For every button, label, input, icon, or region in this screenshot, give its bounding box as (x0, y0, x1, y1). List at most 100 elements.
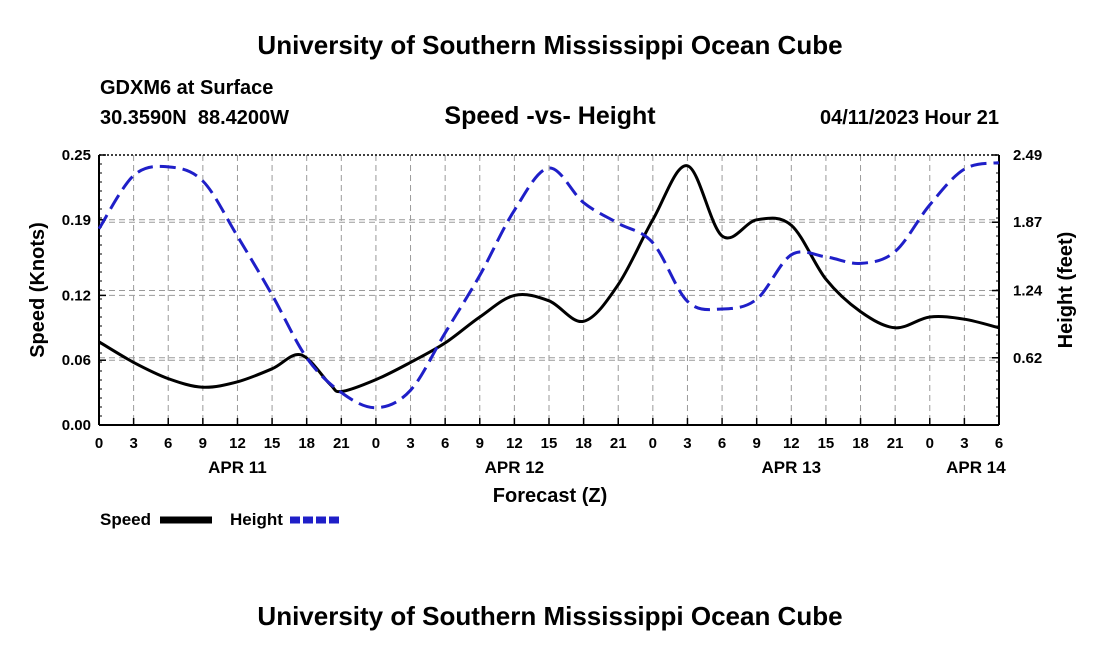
data-point-height (962, 167, 966, 171)
data-point-height (512, 208, 516, 212)
station-label: GDXM6 at Surface (100, 77, 273, 99)
x-date-label: APR 11 (208, 458, 267, 477)
data-point-speed (166, 377, 170, 381)
x-tick-label: 21 (887, 435, 904, 452)
plot-area: 0 3 6 9 12 15 18 21 0 3 6 9 12 15 18 21 0 3 6 9 12 15 18 21 0 3 6 A… (62, 147, 1043, 477)
x-tick-label: 18 (575, 435, 592, 452)
data-point-speed (686, 164, 690, 168)
data-point-height (132, 174, 136, 178)
data-point-speed (859, 310, 863, 314)
data-point-speed (547, 299, 551, 303)
series-line-height (97, 161, 1000, 410)
data-point-speed (997, 326, 1001, 330)
x-date-label: APR 12 (485, 458, 545, 477)
y-left-tick-label: 0.25 (62, 147, 91, 164)
y-right-tick-label: 1.24 (1013, 283, 1043, 300)
data-point-speed (478, 315, 482, 319)
coordinates-label: 30.3590N 88.4200W (100, 107, 289, 129)
x-tick-label: 12 (783, 435, 800, 452)
x-tick-label: 6 (718, 435, 726, 452)
data-point-speed (651, 218, 655, 222)
x-tick-label: 3 (960, 435, 968, 452)
y-right-tick-label: 0.62 (1013, 350, 1042, 367)
y-left-tick-label: 0.06 (62, 352, 91, 369)
data-point-speed (893, 326, 897, 330)
data-point-speed (962, 317, 966, 321)
data-point-height (270, 293, 274, 297)
data-point-speed (928, 315, 932, 319)
data-point-speed (132, 360, 136, 364)
data-point-speed (443, 341, 447, 345)
x-tick-label: 15 (818, 435, 835, 452)
data-point-height (720, 307, 724, 311)
data-point-speed (236, 380, 240, 384)
data-point-speed (270, 367, 274, 371)
data-point-speed (720, 234, 724, 238)
data-point-height (893, 250, 897, 254)
x-tick-label: 0 (649, 435, 657, 452)
x-date-label: APR 13 (762, 458, 822, 477)
x-tick-label: 21 (610, 435, 627, 452)
x-tick-label: 9 (476, 435, 484, 452)
y-axis-left-label: Speed (Knots) (27, 222, 49, 358)
data-point-height (582, 201, 586, 205)
datetime-label: 04/11/2023 Hour 21 (820, 107, 999, 129)
x-tick-label: 0 (926, 435, 934, 452)
data-point-speed (755, 218, 759, 222)
x-tick-label: 0 (372, 435, 380, 452)
data-point-height (928, 203, 932, 207)
data-point-height (547, 166, 551, 170)
x-tick-label: 12 (506, 435, 523, 452)
x-tick-label: 3 (683, 435, 691, 452)
data-point-height (997, 161, 1001, 165)
x-tick-label: 15 (264, 435, 281, 452)
data-point-speed (97, 340, 101, 344)
data-point-speed (512, 293, 516, 297)
data-point-height (201, 179, 205, 183)
x-tick-label: 0 (95, 435, 103, 452)
x-tick-label: 9 (199, 435, 207, 452)
y-left-tick-label: 0.00 (62, 417, 91, 434)
data-point-height (166, 165, 170, 169)
y-right-tick-label: 2.49 (1013, 147, 1042, 164)
legend-height-label: Height (230, 510, 283, 529)
y-axis-right-label: Height (feet) (1055, 232, 1077, 349)
x-axis-label: Forecast (Z) (493, 485, 607, 507)
data-point-height (236, 234, 240, 238)
data-point-speed (409, 360, 413, 364)
x-tick-label: 3 (406, 435, 414, 452)
data-point-height (374, 406, 378, 410)
data-point-height (651, 241, 655, 245)
data-point-height (478, 273, 482, 277)
data-point-height (339, 391, 343, 395)
x-tick-label: 15 (541, 435, 558, 452)
x-tick-label: 18 (852, 435, 869, 452)
x-tick-label: 21 (333, 435, 350, 452)
data-point-height (305, 356, 309, 360)
x-tick-label: 12 (229, 435, 246, 452)
data-point-height (686, 299, 690, 303)
chart-title: Speed -vs- Height (444, 102, 656, 130)
legend: Speed Height (100, 510, 342, 529)
data-point-height (755, 297, 759, 301)
x-tick-label: 6 (164, 435, 172, 452)
y-left-tick-label: 0.12 (62, 287, 91, 304)
page-title: University of Southern Mississippi Ocean… (257, 30, 842, 60)
data-point-height (97, 227, 101, 231)
data-point-height (443, 331, 447, 335)
data-point-speed (374, 378, 378, 382)
data-point-speed (789, 223, 793, 227)
data-point-speed (824, 277, 828, 281)
data-point-height (824, 255, 828, 259)
data-point-speed (616, 283, 620, 287)
x-tick-label: 6 (995, 435, 1003, 452)
data-point-height (859, 261, 863, 265)
x-tick-label: 18 (298, 435, 315, 452)
y-right-tick-label: 1.87 (1013, 214, 1042, 231)
x-tick-label: 6 (441, 435, 449, 452)
y-left-tick-label: 0.19 (62, 212, 91, 229)
data-point-speed (201, 385, 205, 389)
x-tick-label: 9 (753, 435, 761, 452)
data-point-speed (582, 319, 586, 323)
